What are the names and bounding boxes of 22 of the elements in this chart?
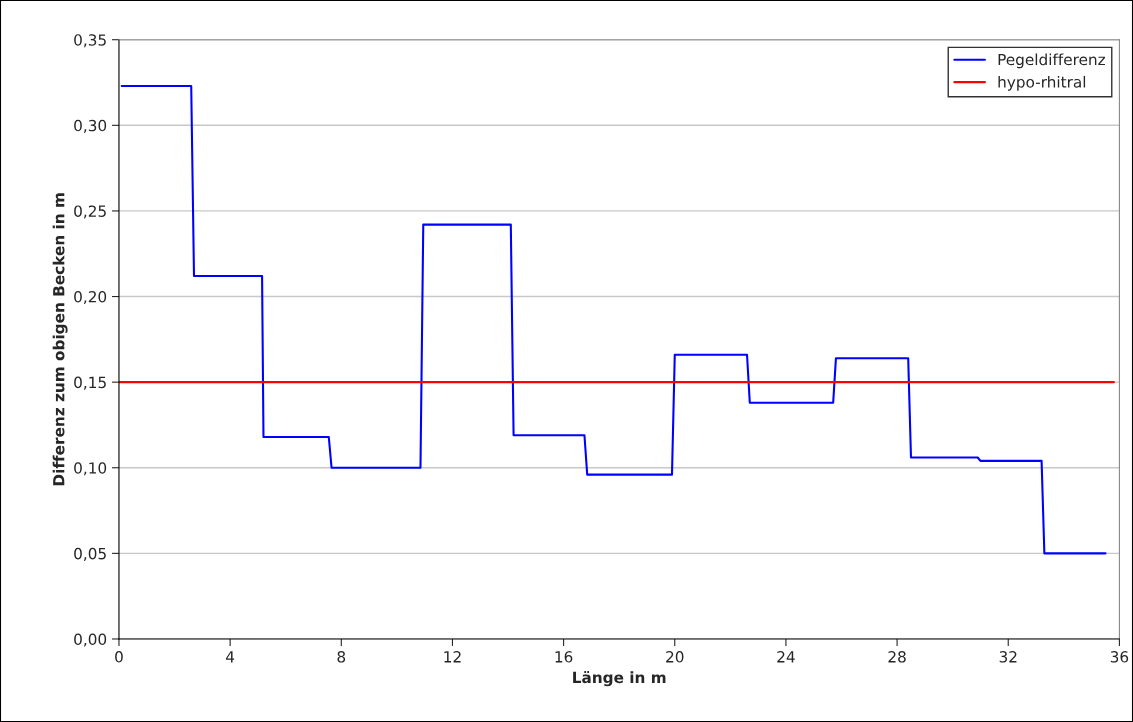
y-tick-label: 0,00 — [74, 633, 107, 647]
x-tick-label: 36 — [1110, 651, 1129, 663]
x-tick-label: 32 — [999, 651, 1017, 663]
x-tick-label: 20 — [666, 651, 684, 663]
x-tick-label: 12 — [444, 651, 461, 663]
y-tick-label: 0,25 — [74, 205, 106, 219]
y-tick-label: 0,30 — [74, 119, 107, 133]
x-tick-label: 28 — [888, 651, 906, 663]
legend-label: hypo-rhitral — [998, 75, 1086, 91]
y-tick-label: 0,10 — [74, 462, 107, 476]
x-tick-label: 4 — [226, 651, 235, 663]
x-tick-label: 16 — [555, 651, 573, 663]
y-tick-label: 0,20 — [74, 291, 107, 305]
y-tick-label: 0,05 — [74, 547, 106, 561]
x-axis-title: Länge in m — [573, 671, 666, 687]
x-tick-label: 8 — [337, 651, 346, 663]
x-tick-label: 24 — [777, 651, 795, 663]
x-tick-label: 0 — [115, 651, 123, 663]
y-tick-label: 0,35 — [74, 34, 106, 48]
legend-label: Pegeldifferenz — [998, 53, 1105, 69]
y-axis-title: Differenz zum obigen Becken in m — [52, 193, 68, 486]
y-tick-label: 0,15 — [74, 376, 106, 390]
